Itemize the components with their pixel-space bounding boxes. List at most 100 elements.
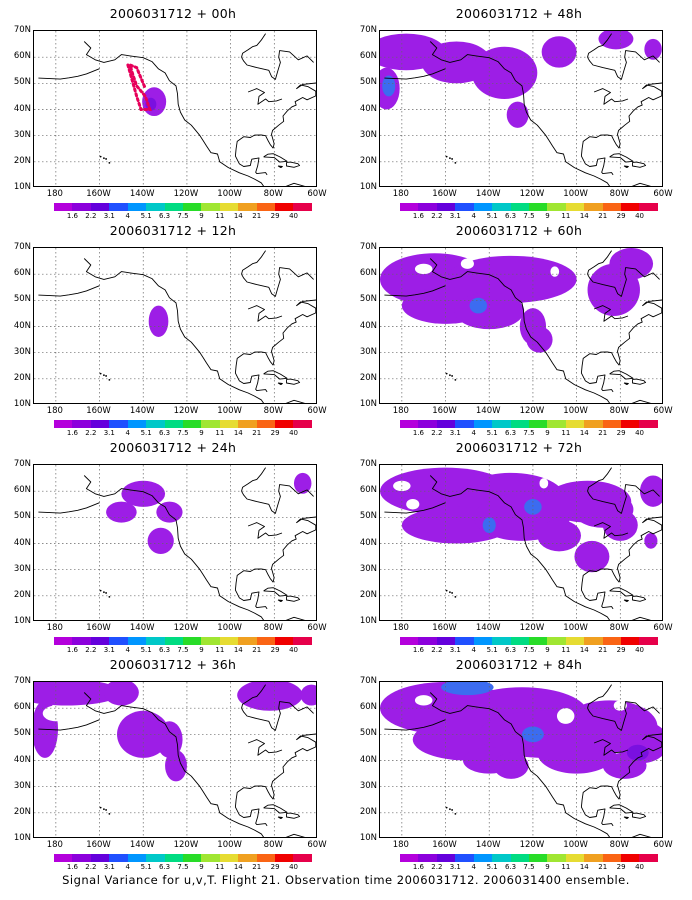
variance-shading <box>644 533 658 549</box>
lon-tick-label: 80W <box>609 840 629 850</box>
colorbar-swatch <box>584 420 603 428</box>
colorbar-label: 9 <box>545 429 550 437</box>
map-panel-60h: 2006031712 + 60h 70N 60N 50N 40N 30N 20N 10N 180… <box>346 217 692 437</box>
variance-shading <box>609 248 654 280</box>
colorbar-label: 40 <box>635 646 645 654</box>
lat-tick-label: 30N <box>359 346 377 357</box>
colorbar-swatch <box>90 420 110 428</box>
lat-tick-label: 60N <box>359 51 377 62</box>
map-area <box>33 464 317 621</box>
map-canvas <box>380 31 662 186</box>
variance-shading <box>441 682 494 696</box>
colorbar-label: 7.5 <box>177 429 189 437</box>
colorbar-label: 5.1 <box>486 646 498 654</box>
lat-tick-label: 10N <box>359 182 377 192</box>
colorbar-label: 6.3 <box>158 429 171 437</box>
colorbar-label: 2.2 <box>85 212 97 220</box>
coastline <box>617 516 662 583</box>
colorbar-swatch <box>54 637 73 645</box>
lon-tick-label: 160W <box>432 189 457 199</box>
colorbar-label: 5.1 <box>486 429 498 437</box>
colorbar-swatch <box>127 637 147 645</box>
lat-tick-label: 30N <box>359 780 377 791</box>
coastline <box>83 475 314 620</box>
colorbar-swatch <box>54 203 73 211</box>
colorbar-label: 9 <box>545 212 550 220</box>
shading-gap <box>42 705 69 722</box>
colorbar-label: 6.3 <box>504 212 517 220</box>
coastline <box>241 484 314 514</box>
colorbar-swatch <box>275 637 294 645</box>
lon-tick-label: 80W <box>263 189 283 199</box>
colorbar-swatch <box>182 203 202 211</box>
colorbar-swatch <box>182 637 202 645</box>
colorbar-swatch <box>510 854 529 862</box>
island <box>445 589 448 592</box>
coastline <box>271 516 316 583</box>
coastline <box>277 165 283 169</box>
coastline <box>241 684 266 709</box>
lon-tick-label: 60W <box>653 189 673 199</box>
lat-tick-label: 10N <box>359 833 377 843</box>
colorbar-label: 29 <box>616 863 626 871</box>
map-canvas <box>34 248 316 403</box>
colorbar-swatch <box>621 203 640 211</box>
colorbar-label: 6.3 <box>158 212 171 220</box>
colorbar-swatch <box>418 203 437 211</box>
colorbar-swatch <box>400 854 419 862</box>
island <box>103 374 105 377</box>
lon-tick-label: 80W <box>263 840 283 850</box>
map-panel-48h: 2006031712 + 48h 70N 60N 50N 40N 30N 20N 10N 180… <box>346 0 692 220</box>
variance-shading <box>541 36 577 68</box>
colorbar-swatch <box>565 854 585 862</box>
colorbar-label: 4 <box>471 863 476 871</box>
colorbar-swatch <box>565 203 585 211</box>
coastline <box>247 305 283 322</box>
colorbar-swatch <box>455 203 474 211</box>
coastline <box>38 719 100 731</box>
colorbar-label: 14 <box>579 646 589 654</box>
shading-gap <box>550 266 560 277</box>
lat-tick-label: 60N <box>359 485 377 496</box>
lat-tick-label: 70N <box>13 676 31 686</box>
lon-tick-label: 100W <box>217 840 242 850</box>
lon-tick-label: 180 <box>392 189 409 199</box>
lat-tick-label: 10N <box>359 399 377 409</box>
colorbar-swatch <box>436 637 456 645</box>
variance-shading <box>293 472 312 494</box>
map-panel-24h: 2006031712 + 24h 70N 60N 50N 40N 30N 20N 10N 180… <box>0 434 346 654</box>
map-area <box>33 247 317 404</box>
colorbar-label: 4 <box>125 646 130 654</box>
colorbar-label: 3.1 <box>103 646 115 654</box>
map-canvas <box>380 682 662 837</box>
island <box>99 806 102 809</box>
colorbar-label: 21 <box>252 212 262 220</box>
colorbar-label: 7.5 <box>523 863 535 871</box>
colorbar-swatch <box>293 854 312 862</box>
coastline <box>587 267 660 297</box>
colorbar-label: 14 <box>579 863 589 871</box>
lon-tick-label: 120W <box>519 406 545 416</box>
lat-tick-label: 30N <box>13 563 31 574</box>
shading-gap <box>539 478 549 489</box>
lat-tick-label: 70N <box>359 676 377 686</box>
island <box>451 375 453 377</box>
colorbar-label: 21 <box>252 646 262 654</box>
lat-tick-label: 10N <box>13 833 31 843</box>
colorbar-label: 5.1 <box>140 646 152 654</box>
colorbar-swatch <box>418 854 437 862</box>
colorbar-label: 3.1 <box>449 646 461 654</box>
colorbar-swatch <box>238 854 257 862</box>
colorbar-label: 11 <box>561 212 571 220</box>
colorbar-label: 40 <box>289 212 299 220</box>
lon-tick-label: 160W <box>432 406 457 416</box>
colorbar-label: 40 <box>289 646 299 654</box>
variance-shading <box>644 38 662 60</box>
island <box>454 595 457 598</box>
island <box>105 158 107 160</box>
coastline <box>580 785 620 827</box>
coastline <box>632 161 647 168</box>
colorbar-swatch <box>621 420 640 428</box>
colorbar-swatch <box>127 420 147 428</box>
colorbar <box>54 637 312 645</box>
